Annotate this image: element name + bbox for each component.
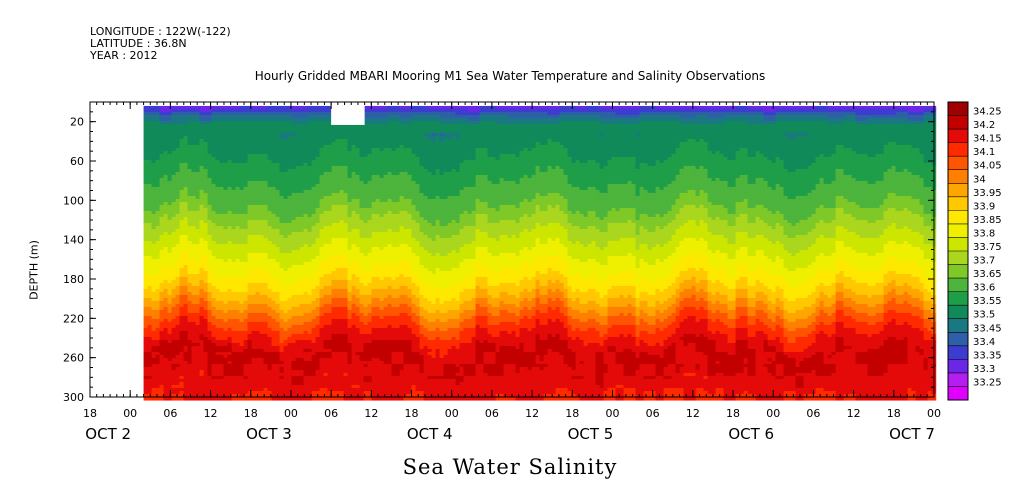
colorbar-label: 33.55: [973, 296, 1002, 307]
colorbar-label: 33.4: [973, 337, 995, 348]
x-tick-label: 12: [686, 407, 700, 420]
colorbar-swatch: [948, 291, 968, 306]
x-tick-label: 06: [646, 407, 660, 420]
x-tick-label: 12: [364, 407, 378, 420]
y-tick-label: 140: [63, 234, 84, 247]
colorbar-swatch: [948, 210, 968, 225]
colorbar-label: 34: [973, 174, 986, 185]
x-tick-label: 12: [525, 407, 539, 420]
colorbar-label: 34.25: [973, 107, 1002, 118]
x-tick-label: 00: [123, 407, 137, 420]
x-day-label: OCT 7: [889, 425, 935, 443]
missing-data-box: [331, 104, 365, 125]
colorbar-label: 33.45: [973, 323, 1002, 334]
x-tick-label: 18: [726, 407, 740, 420]
colorbar-label: 33.95: [973, 188, 1002, 199]
x-day-label: OCT 3: [246, 425, 292, 443]
colorbar-swatch: [948, 223, 968, 238]
x-day-label: OCT 5: [568, 425, 614, 443]
x-tick-label: 12: [847, 407, 861, 420]
y-tick-label: 100: [63, 194, 84, 207]
salinity-field: [143, 105, 937, 401]
x-day-label: OCT 6: [728, 425, 774, 443]
x-tick-label: 12: [204, 407, 218, 420]
colorbar-label: 33.6: [973, 283, 995, 294]
colorbar-label: 33.8: [973, 228, 995, 239]
colorbar-swatch: [948, 332, 968, 347]
x-tick-label: 00: [284, 407, 298, 420]
x-tick-label: 18: [83, 407, 97, 420]
chart-footer: Sea Water Salinity: [402, 455, 618, 479]
y-tick-label: 180: [63, 273, 84, 286]
x-tick-label: 06: [806, 407, 820, 420]
x-tick-label: 18: [887, 407, 901, 420]
colorbar-swatch: [948, 264, 968, 279]
colorbar-swatch: [948, 372, 968, 387]
x-tick-label: 00: [927, 407, 941, 420]
colorbar-label: 34.1: [973, 147, 995, 158]
x-tick-label: 00: [605, 407, 619, 420]
colorbar-swatch: [948, 237, 968, 252]
colorbar-swatch: [948, 142, 968, 157]
colorbar-label: 33.25: [973, 377, 1002, 388]
longitude-label: LONGITUDE : 122W(-122): [90, 25, 231, 38]
x-tick-label: 06: [324, 407, 338, 420]
colorbar-swatch: [948, 318, 968, 333]
y-tick-label: 20: [70, 116, 84, 129]
x-tick-label: 18: [565, 407, 579, 420]
colorbar-swatch: [948, 251, 968, 265]
y-tick-label: 300: [63, 391, 84, 404]
x-tick-label: 00: [766, 407, 780, 420]
year-label: YEAR : 2012: [90, 49, 158, 62]
colorbar-swatch: [948, 359, 968, 374]
colorbar-label: 33.85: [973, 215, 1002, 226]
x-tick-label: 06: [485, 407, 499, 420]
x-tick-label: 06: [163, 407, 177, 420]
colorbar-swatch: [948, 183, 968, 198]
colorbar-swatch: [948, 345, 968, 360]
y-tick-label: 60: [70, 155, 84, 168]
colorbar-label: 33.5: [973, 310, 995, 321]
chart-title: Hourly Gridded MBARI Mooring M1 Sea Wate…: [254, 69, 766, 83]
x-day-label: OCT 2: [85, 425, 131, 443]
colorbar-label: 34.2: [973, 120, 995, 131]
colorbar-label: 34.05: [973, 161, 1002, 172]
colorbar-label: 33.35: [973, 350, 1002, 361]
y-tick-label: 260: [63, 352, 84, 365]
latitude-label: LATITUDE : 36.8N: [90, 37, 187, 50]
colorbar-swatch: [948, 305, 968, 320]
colorbar-swatch: [948, 386, 968, 401]
colorbar-swatch: [948, 278, 968, 292]
colorbar-swatch: [948, 169, 968, 184]
colorbar-label: 33.75: [973, 242, 1002, 253]
y-tick-label: 220: [63, 312, 84, 325]
x-tick-label: 00: [445, 407, 459, 420]
colorbar-label: 33.7: [973, 256, 995, 267]
colorbar-swatch: [948, 156, 968, 171]
x-day-label: OCT 4: [407, 425, 453, 443]
colorbar-label: 33.65: [973, 269, 1002, 280]
colorbar-label: 33.3: [973, 364, 995, 375]
colorbar-swatch: [948, 102, 968, 116]
colorbar-swatch: [948, 115, 968, 130]
colorbar-label: 33.9: [973, 201, 995, 212]
colorbar-swatch: [948, 196, 968, 211]
x-tick-label: 18: [244, 407, 258, 420]
colorbar-label: 34.15: [973, 134, 1002, 145]
x-tick-label: 18: [405, 407, 419, 420]
colorbar-swatch: [948, 129, 968, 143]
